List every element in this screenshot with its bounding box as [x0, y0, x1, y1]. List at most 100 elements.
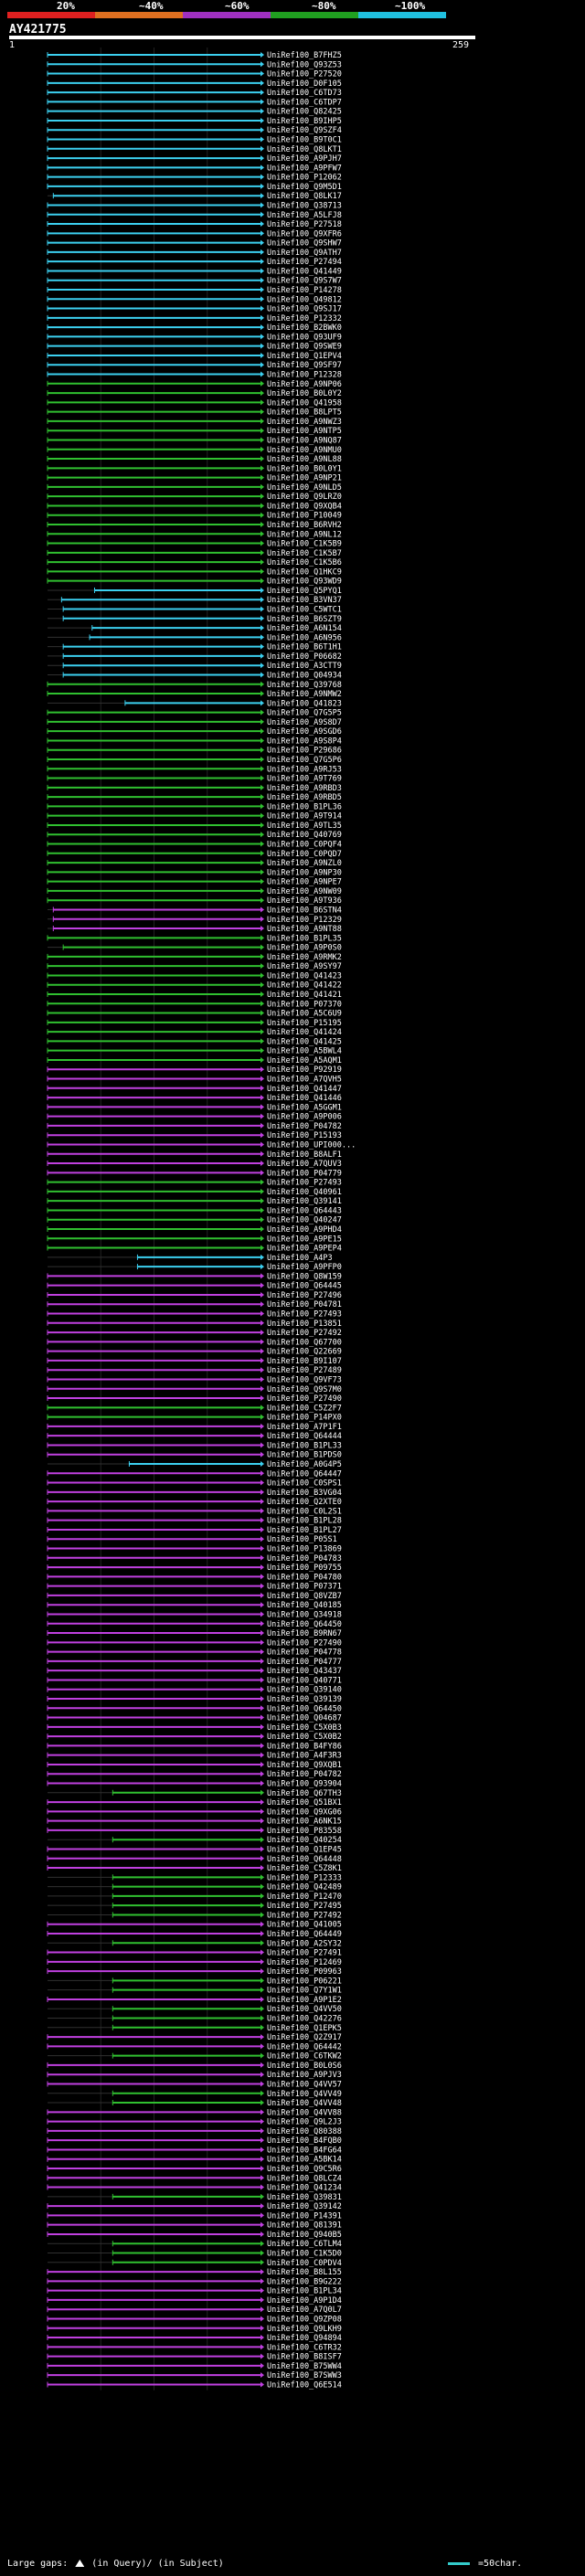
hit-label-42[interactable]: UniRef100_A9NMU0	[267, 446, 342, 455]
hit-label-247[interactable]: UniRef100_B7SWW3	[267, 2371, 342, 2380]
hit-label-5[interactable]: UniRef100_C6TDP7	[267, 98, 342, 107]
hit-label-206[interactable]: UniRef100_Q7Y1W1	[267, 1987, 342, 1996]
hit-label-107[interactable]: UniRef100_A5AQM1	[267, 1056, 342, 1065]
hit-label-214[interactable]: UniRef100_B0L0S6	[267, 2062, 342, 2071]
hit-label-238[interactable]: UniRef100_B1PL34	[267, 2287, 342, 2296]
hit-label-208[interactable]: UniRef100_Q4VV50	[267, 2005, 342, 2014]
hit-label-138[interactable]: UniRef100_Q22669	[267, 1348, 342, 1357]
hit-label-125[interactable]: UniRef100_A9PHD4	[267, 1225, 342, 1235]
hit-label-225[interactable]: UniRef100_Q9C5R6	[267, 2165, 342, 2174]
hit-label-226[interactable]: UniRef100_Q8LCZ4	[267, 2174, 342, 2183]
hit-label-144[interactable]: UniRef100_C5Z2F7	[267, 1404, 342, 1413]
hit-label-32[interactable]: UniRef100_Q1EPV4	[267, 352, 342, 361]
hit-label-180[interactable]: UniRef100_B4FY86	[267, 1742, 342, 1751]
hit-label-151[interactable]: UniRef100_Q64447	[267, 1469, 342, 1479]
hit-label-84[interactable]: UniRef100_C0PQF4	[267, 841, 342, 850]
hit-label-197[interactable]: UniRef100_P27495	[267, 1902, 342, 1911]
hit-label-61[interactable]: UniRef100_A6N154	[267, 624, 342, 633]
hit-label-234[interactable]: UniRef100_C1K5D0	[267, 2250, 342, 2259]
hit-label-159[interactable]: UniRef100_P13869	[267, 1545, 342, 1554]
hit-label-118[interactable]: UniRef100_A7QUV3	[267, 1160, 342, 1169]
hit-label-47[interactable]: UniRef100_Q9LRZ0	[267, 493, 342, 502]
hit-label-246[interactable]: UniRef100_B75WW4	[267, 2362, 342, 2371]
hit-label-82[interactable]: UniRef100_A9TL35	[267, 822, 342, 831]
hit-label-71[interactable]: UniRef100_A9S8D7	[267, 718, 342, 727]
hit-label-85[interactable]: UniRef100_C0PQD7	[267, 850, 342, 859]
hit-label-187[interactable]: UniRef100_Q9XG06	[267, 1807, 342, 1817]
hit-label-172[interactable]: UniRef100_Q43437	[267, 1667, 342, 1676]
hit-label-162[interactable]: UniRef100_P04780	[267, 1573, 342, 1582]
hit-label-23[interactable]: UniRef100_Q41449	[267, 267, 342, 276]
hit-label-25[interactable]: UniRef100_P14278	[267, 286, 342, 295]
hit-label-212[interactable]: UniRef100_Q64442	[267, 2042, 342, 2051]
hit-label-199[interactable]: UniRef100_Q41005	[267, 1921, 342, 1930]
hit-label-194[interactable]: UniRef100_P12333	[267, 1873, 342, 1882]
hit-label-166[interactable]: UniRef100_Q34918	[267, 1610, 342, 1619]
hit-label-27[interactable]: UniRef100_Q9SJ17	[267, 305, 342, 314]
hit-label-49[interactable]: UniRef100_P10049	[267, 512, 342, 521]
hit-label-221[interactable]: UniRef100_Q80388	[267, 2127, 342, 2136]
hit-label-110[interactable]: UniRef100_Q41447	[267, 1085, 342, 1094]
hit-label-100[interactable]: UniRef100_Q41421	[267, 991, 342, 1000]
hit-label-45[interactable]: UniRef100_A9NP21	[267, 474, 342, 483]
hit-label-8[interactable]: UniRef100_Q9SZF4	[267, 126, 342, 135]
hit-label-83[interactable]: UniRef100_Q40769	[267, 831, 342, 840]
hit-label-213[interactable]: UniRef100_C6TKW2	[267, 2052, 342, 2062]
hit-label-86[interactable]: UniRef100_A9NZL0	[267, 859, 342, 868]
hit-label-124[interactable]: UniRef100_Q40247	[267, 1216, 342, 1225]
hit-label-122[interactable]: UniRef100_Q39141	[267, 1197, 342, 1206]
hit-label-230[interactable]: UniRef100_P14391	[267, 2211, 342, 2221]
hit-label-97[interactable]: UniRef100_A9SY97	[267, 962, 342, 971]
hit-label-103[interactable]: UniRef100_P15195	[267, 1019, 342, 1028]
hit-label-70[interactable]: UniRef100_Q7G5P5	[267, 709, 342, 718]
hit-label-99[interactable]: UniRef100_Q41422	[267, 981, 342, 991]
hit-label-90[interactable]: UniRef100_A9T936	[267, 896, 342, 906]
hit-label-154[interactable]: UniRef100_Q2XTE0	[267, 1498, 342, 1507]
hit-label-33[interactable]: UniRef100_Q9SF97	[267, 361, 342, 370]
hit-label-188[interactable]: UniRef100_A6NK15	[267, 1818, 342, 1827]
hit-label-236[interactable]: UniRef100_B8L155	[267, 2268, 342, 2277]
hit-label-68[interactable]: UniRef100_A9NMW2	[267, 690, 342, 699]
hit-label-54[interactable]: UniRef100_C1K5B6	[267, 558, 342, 567]
hit-label-141[interactable]: UniRef100_Q9VF73	[267, 1375, 342, 1384]
hit-label-135[interactable]: UniRef100_P13851	[267, 1320, 342, 1329]
hit-label-190[interactable]: UniRef100_Q40254	[267, 1836, 342, 1845]
hit-label-76[interactable]: UniRef100_A9RJ53	[267, 765, 342, 774]
hit-label-219[interactable]: UniRef100_Q4VV88	[267, 2108, 342, 2117]
hit-label-43[interactable]: UniRef100_A9NL88	[267, 455, 342, 464]
hit-label-56[interactable]: UniRef100_Q93WD9	[267, 578, 342, 587]
hit-label-186[interactable]: UniRef100_Q51BX1	[267, 1798, 342, 1807]
hit-label-87[interactable]: UniRef100_A9NP30	[267, 868, 342, 877]
hit-label-189[interactable]: UniRef100_P83558	[267, 1827, 342, 1836]
hit-label-241[interactable]: UniRef100_Q9ZP08	[267, 2315, 342, 2324]
hit-label-88[interactable]: UniRef100_A9NPE7	[267, 878, 342, 887]
hit-label-15[interactable]: UniRef100_Q8LK17	[267, 192, 342, 201]
hit-label-63[interactable]: UniRef100_B6T1H1	[267, 643, 342, 652]
hit-label-130[interactable]: UniRef100_Q8W159	[267, 1272, 342, 1281]
hit-label-46[interactable]: UniRef100_A9NLD5	[267, 483, 342, 493]
hit-label-96[interactable]: UniRef100_A9RMK2	[267, 953, 342, 962]
hit-label-115[interactable]: UniRef100_P15193	[267, 1131, 342, 1140]
hit-label-164[interactable]: UniRef100_Q8VZB7	[267, 1592, 342, 1601]
hit-label-157[interactable]: UniRef100_B1PL27	[267, 1526, 342, 1535]
hit-label-184[interactable]: UniRef100_Q93904	[267, 1780, 342, 1789]
hit-label-222[interactable]: UniRef100_B4FQB0	[267, 2136, 342, 2146]
hit-label-220[interactable]: UniRef100_Q9L2J3	[267, 2118, 342, 2127]
hit-label-217[interactable]: UniRef100_Q4VV49	[267, 2090, 342, 2099]
hit-label-128[interactable]: UniRef100_A4P3	[267, 1254, 333, 1263]
hit-label-248[interactable]: UniRef100_Q6E514	[267, 2380, 342, 2390]
hit-label-58[interactable]: UniRef100_B3VN37	[267, 596, 342, 605]
hit-label-232[interactable]: UniRef100_Q940B5	[267, 2231, 342, 2240]
hit-label-113[interactable]: UniRef100_A9P006	[267, 1113, 342, 1122]
hit-label-10[interactable]: UniRef100_Q8LKT1	[267, 145, 342, 154]
hit-label-37[interactable]: UniRef100_Q41958	[267, 398, 342, 408]
hit-label-223[interactable]: UniRef100_B4FG64	[267, 2146, 342, 2155]
hit-label-169[interactable]: UniRef100_P27490	[267, 1638, 342, 1648]
hit-label-64[interactable]: UniRef100_P06682	[267, 652, 342, 662]
hit-label-116[interactable]: UniRef100_UPI000...	[267, 1140, 356, 1150]
hit-label-204[interactable]: UniRef100_P09963	[267, 1967, 342, 1977]
hit-label-105[interactable]: UniRef100_Q41425	[267, 1037, 342, 1046]
hit-label-150[interactable]: UniRef100_A0G4P5	[267, 1460, 342, 1469]
hit-label-69[interactable]: UniRef100_Q41823	[267, 699, 342, 708]
hit-label-106[interactable]: UniRef100_A5BWL4	[267, 1047, 342, 1056]
